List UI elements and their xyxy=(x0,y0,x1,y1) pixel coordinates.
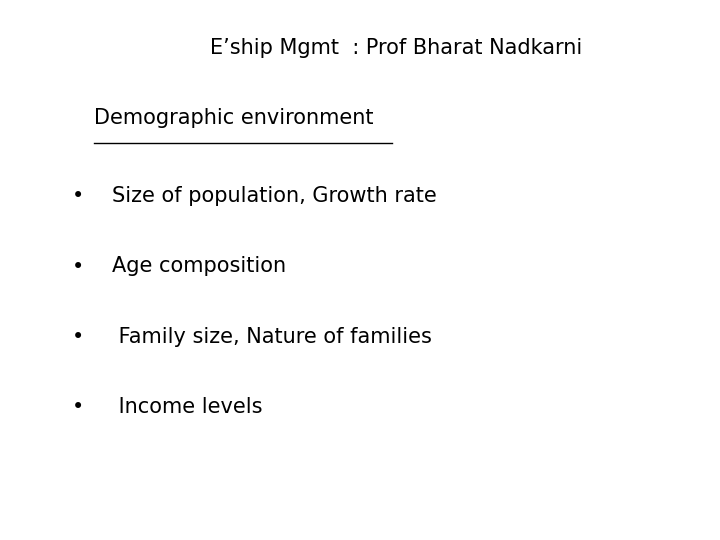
Text: •: • xyxy=(72,186,84,206)
Text: E’ship Mgmt  : Prof Bharat Nadkarni: E’ship Mgmt : Prof Bharat Nadkarni xyxy=(210,38,582,58)
Text: Income levels: Income levels xyxy=(112,397,262,417)
Text: •: • xyxy=(72,397,84,417)
Text: Age composition: Age composition xyxy=(112,256,286,276)
Text: Demographic environment: Demographic environment xyxy=(94,108,373,128)
Text: Family size, Nature of families: Family size, Nature of families xyxy=(112,327,431,347)
Text: Size of population, Growth rate: Size of population, Growth rate xyxy=(112,186,436,206)
Text: •: • xyxy=(72,256,84,276)
Text: •: • xyxy=(72,327,84,347)
